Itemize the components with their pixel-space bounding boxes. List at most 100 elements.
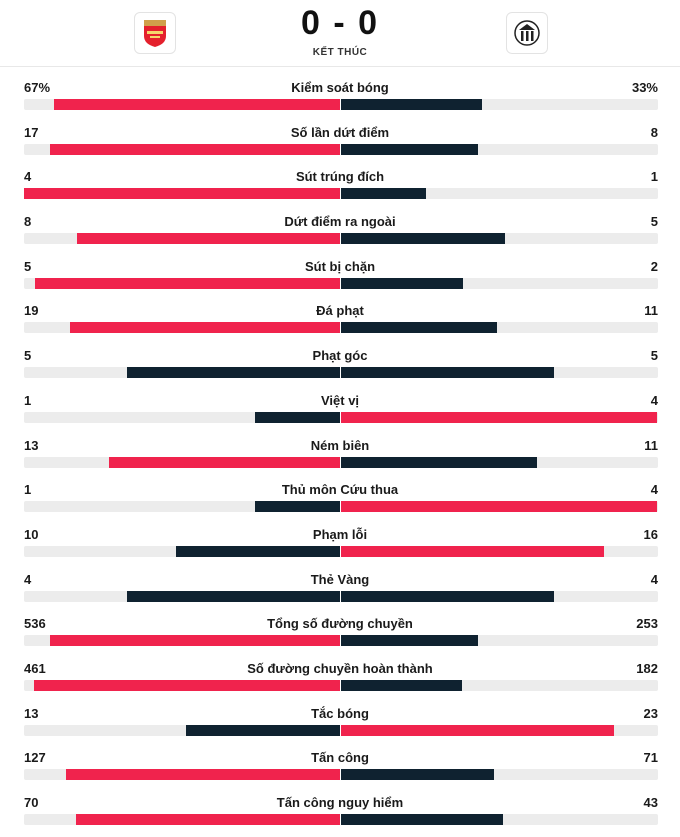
away-stat-value: 253 — [636, 616, 658, 632]
stat-row: 8 Dứt điểm ra ngoài 5 — [0, 211, 680, 256]
away-stat-value: 4 — [650, 482, 658, 498]
away-stat-value: 23 — [643, 705, 658, 721]
away-stat-value: 11 — [644, 303, 658, 319]
away-stat-bar — [341, 501, 657, 513]
center-divider — [340, 231, 341, 247]
stat-row: 127 Tấn công 71 — [0, 747, 680, 792]
away-stat-bar — [341, 188, 426, 200]
home-stat-bar — [50, 143, 340, 155]
stat-label-line: 13 Ném biên 11 — [0, 435, 680, 455]
stat-row: 17 Số lần dứt điểm 8 — [0, 122, 680, 167]
home-stat-bar — [255, 501, 340, 513]
stat-row: 13 Tắc bóng 23 — [0, 703, 680, 748]
away-stat-value: 4 — [650, 571, 658, 587]
home-stat-value: 8 — [24, 214, 32, 230]
stat-name: Dứt điểm ra ngoài — [284, 214, 396, 230]
away-stat-bar — [341, 814, 503, 825]
center-divider — [340, 275, 341, 291]
stat-label-line: 70 Tấn công nguy hiểm 43 — [0, 792, 680, 812]
away-stat-bar — [341, 679, 462, 691]
away-stat-value: 1 — [650, 169, 658, 185]
stat-label-line: 17 Số lần dứt điểm 8 — [0, 122, 680, 142]
home-stat-value: 13 — [24, 437, 39, 453]
home-stat-bar — [127, 590, 340, 602]
match-score: 0 - 0 — [300, 4, 380, 42]
home-stat-value: 536 — [24, 616, 46, 632]
match-status: KẾT THÚC — [312, 47, 368, 58]
stat-name: Phạt góc — [312, 348, 368, 364]
stat-row: 13 Ném biên 11 — [0, 435, 680, 480]
center-divider — [340, 454, 341, 470]
home-team-crest[interactable] — [134, 12, 176, 54]
stat-row: 4 Thẻ Vàng 4 — [0, 569, 680, 614]
stat-row: 67% Kiểm soát bóng 33% — [0, 77, 680, 122]
away-stat-value: 4 — [650, 392, 658, 408]
stat-name: Ném biên — [310, 437, 370, 453]
away-stat-bar — [341, 456, 537, 468]
home-stat-bar — [176, 545, 340, 557]
away-stat-value: 33% — [631, 80, 658, 95]
away-stat-value: 182 — [636, 660, 658, 676]
stats-list: 67% Kiểm soát bóng 33% 17 Số lần dứt điểm 8 4 S… — [0, 77, 680, 837]
stat-row: 5 Phạt góc 5 — [0, 345, 680, 390]
stat-name: Kiểm soát bóng — [291, 80, 389, 95]
stat-name: Tấn công — [311, 750, 369, 766]
home-stat-value: 461 — [24, 660, 46, 676]
center-divider — [340, 320, 341, 336]
home-stat-bar — [109, 456, 340, 468]
stat-name: Sút trúng đích — [295, 169, 385, 185]
center-divider — [340, 767, 341, 783]
away-stat-bar — [341, 322, 497, 334]
home-stat-value: 5 — [24, 258, 32, 274]
home-stat-value: 4 — [24, 169, 32, 185]
center-divider — [340, 722, 341, 738]
away-stat-bar — [341, 635, 478, 647]
home-stat-value: 67% — [24, 80, 51, 95]
center-divider — [340, 97, 341, 112]
center-divider — [340, 677, 341, 693]
away-stat-bar — [341, 590, 554, 602]
arsenal-crest-icon — [144, 20, 166, 47]
stat-label-line: 536 Tổng số đường chuyền 253 — [0, 613, 680, 633]
home-stat-bar — [186, 724, 340, 736]
stat-label-line: 13 Tắc bóng 23 — [0, 703, 680, 723]
stat-row: 5 Sút bị chặn 2 — [0, 256, 680, 301]
stat-name: Tấn công nguy hiểm — [276, 795, 404, 810]
center-divider — [340, 633, 341, 649]
stat-row: 461 Số đường chuyền hoàn thành 182 — [0, 658, 680, 703]
stat-row: 70 Tấn công nguy hiểm 43 — [0, 792, 680, 837]
away-stat-value: 43 — [643, 795, 658, 810]
stat-label-line: 67% Kiểm soát bóng 33% — [0, 77, 680, 97]
away-stat-bar — [341, 277, 463, 289]
home-stat-bar — [66, 769, 340, 781]
away-stat-bar — [341, 724, 614, 736]
center-divider — [340, 409, 341, 425]
stat-name: Phạm lỗi — [312, 526, 368, 542]
away-stat-value: 71 — [643, 750, 658, 766]
away-stat-bar — [341, 143, 478, 155]
stat-label-line: 10 Phạm lỗi 16 — [0, 524, 680, 544]
away-stat-bar — [341, 545, 604, 557]
center-divider — [340, 141, 341, 157]
away-team-crest[interactable] — [506, 12, 548, 54]
stat-name: Số đường chuyền hoàn thành — [247, 660, 433, 676]
home-stat-value: 4 — [24, 571, 32, 587]
stat-label-line: 5 Sút bị chặn 2 — [0, 256, 680, 276]
center-divider — [340, 499, 341, 515]
away-stat-value: 2 — [650, 258, 658, 274]
away-stat-value: 11 — [644, 437, 658, 453]
center-divider — [340, 365, 341, 381]
center-divider — [340, 543, 341, 559]
stat-label-line: 19 Đá phạt 11 — [0, 300, 680, 320]
stat-row: 19 Đá phạt 11 — [0, 300, 680, 345]
stat-name: Tổng số đường chuyền — [267, 616, 413, 632]
stat-label-line: 461 Số đường chuyền hoàn thành 182 — [0, 658, 680, 678]
home-stat-value: 1 — [24, 482, 32, 498]
stat-row: 10 Phạm lỗi 16 — [0, 524, 680, 569]
home-stat-bar — [77, 233, 340, 245]
stat-label-line: 4 Thẻ Vàng 4 — [0, 569, 680, 589]
stat-row: 1 Thủ môn Cứu thua 4 — [0, 479, 680, 524]
stat-name: Thẻ Vàng — [310, 571, 370, 587]
center-divider — [340, 588, 341, 604]
stat-name: Tắc bóng — [311, 705, 369, 721]
